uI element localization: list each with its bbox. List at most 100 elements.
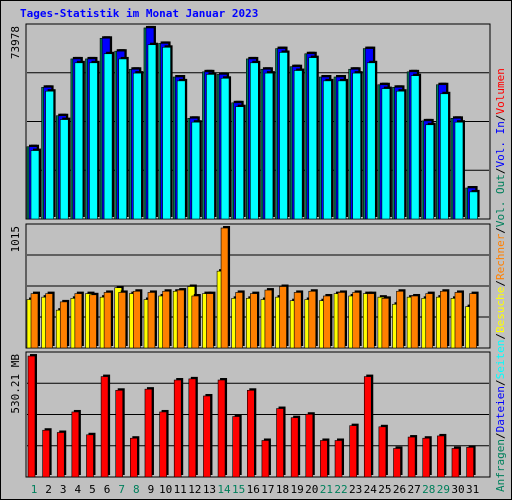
x-tick-label: 29 bbox=[437, 483, 450, 496]
bar-seiten bbox=[191, 121, 201, 220]
bar-rechner bbox=[250, 293, 258, 349]
x-tick-label: 6 bbox=[104, 483, 111, 496]
bar-volumen bbox=[422, 437, 431, 478]
chart-title: Tages-Statistik im Monat Januar 2023 bbox=[20, 7, 259, 20]
legend-item: Vol. Out bbox=[494, 174, 507, 227]
bar-seiten bbox=[279, 52, 288, 220]
legend-item: / bbox=[494, 432, 507, 439]
legend-item: Anfragen bbox=[494, 439, 507, 492]
bar-volumen bbox=[334, 440, 343, 478]
bar-volumen bbox=[378, 426, 387, 478]
bar-seiten bbox=[103, 53, 113, 220]
bar-rechner bbox=[308, 290, 317, 349]
bar-seiten bbox=[133, 72, 142, 220]
bar-volumen bbox=[86, 434, 94, 478]
bar-rechner bbox=[206, 293, 214, 349]
x-tick-label: 31 bbox=[466, 483, 479, 496]
bar-rechner bbox=[469, 293, 477, 349]
x-tick-label: 25 bbox=[378, 483, 391, 496]
x-tick-label: 3 bbox=[60, 483, 67, 496]
bar-volumen bbox=[305, 413, 314, 478]
x-tick-label: 8 bbox=[133, 483, 140, 496]
bar-seiten bbox=[89, 62, 98, 220]
x-tick-label: 14 bbox=[217, 483, 231, 496]
bar-volumen bbox=[188, 378, 197, 478]
legend-item: / bbox=[494, 167, 507, 174]
x-tick-label: 27 bbox=[407, 483, 420, 496]
x-tick-label: 10 bbox=[159, 483, 172, 496]
legend-item: Seiten bbox=[494, 340, 507, 380]
x-tick-label: 15 bbox=[232, 483, 245, 496]
bar-rechner bbox=[133, 290, 141, 349]
bar-seiten bbox=[176, 80, 186, 220]
bar-rechner bbox=[396, 290, 404, 349]
bar-rechner bbox=[425, 293, 434, 349]
bar-volumen bbox=[159, 411, 167, 478]
legend-item: / bbox=[494, 379, 507, 386]
legend-item: Vol. In bbox=[494, 121, 507, 167]
bar-seiten bbox=[410, 75, 420, 220]
bar-rechner bbox=[162, 290, 170, 349]
bar-rechner bbox=[74, 293, 83, 349]
bar-rechner bbox=[191, 295, 200, 349]
bar-volumen bbox=[42, 429, 50, 478]
bar-volumen bbox=[71, 411, 80, 478]
bar-volumen bbox=[363, 376, 372, 478]
legend-item: Volumen bbox=[494, 68, 507, 114]
bar-rechner bbox=[352, 292, 360, 349]
bar-seiten bbox=[118, 58, 128, 220]
bar-volumen bbox=[217, 379, 226, 478]
legend-item: Besuche bbox=[494, 287, 507, 333]
bar-volumen bbox=[56, 432, 65, 478]
bar-rechner bbox=[103, 292, 112, 349]
bar-seiten bbox=[59, 119, 69, 220]
bar-seiten bbox=[206, 74, 215, 220]
bar-volumen bbox=[232, 416, 240, 478]
bar-volumen bbox=[130, 437, 138, 478]
bar-volumen bbox=[407, 436, 416, 478]
bar-rechner bbox=[264, 289, 273, 349]
x-tick-label: 16 bbox=[247, 483, 260, 496]
x-tick-label: 26 bbox=[393, 483, 406, 496]
bar-rechner bbox=[147, 292, 156, 349]
x-tick-label: 18 bbox=[276, 483, 289, 496]
bar-seiten bbox=[469, 191, 478, 220]
bar-seiten bbox=[74, 62, 84, 220]
bar-volumen bbox=[247, 389, 255, 478]
y-max-label: 1015 bbox=[9, 226, 22, 253]
legend-item: Dateien bbox=[494, 386, 507, 432]
bar-volumen bbox=[320, 440, 328, 478]
legend-item: / bbox=[494, 114, 507, 121]
bar-seiten bbox=[440, 93, 449, 220]
bar-rechner bbox=[440, 290, 448, 349]
bar-rechner bbox=[220, 227, 229, 349]
bar-volumen bbox=[437, 435, 445, 478]
bar-volumen bbox=[276, 408, 284, 478]
bar-volumen bbox=[290, 417, 299, 478]
bar-volumen bbox=[349, 425, 357, 478]
x-tick-label: 20 bbox=[305, 483, 318, 496]
legend-item: / bbox=[494, 333, 507, 340]
bar-seiten bbox=[30, 150, 40, 220]
bar-volumen bbox=[144, 388, 153, 478]
x-tick-label: 1 bbox=[31, 483, 38, 496]
x-tick-label: 21 bbox=[320, 483, 333, 496]
x-tick-label: 30 bbox=[451, 483, 464, 496]
bar-volumen bbox=[100, 376, 109, 478]
bar-rechner bbox=[293, 292, 302, 349]
right-legend: Anfragen/Dateien/Seiten/Besuche/Rechner/… bbox=[494, 68, 507, 492]
bar-seiten bbox=[396, 90, 405, 220]
y-max-label: 530.21 MB bbox=[9, 354, 22, 414]
bar-rechner bbox=[323, 295, 331, 349]
x-tick-label: 4 bbox=[75, 483, 82, 496]
bar-seiten bbox=[264, 72, 274, 220]
bar-seiten bbox=[147, 44, 157, 220]
bar-volumen bbox=[203, 395, 211, 478]
bar-seiten bbox=[293, 70, 303, 220]
legend-item: / bbox=[494, 227, 507, 234]
bar-volumen bbox=[393, 448, 401, 478]
bar-volumen bbox=[173, 379, 182, 478]
legend-item: / bbox=[494, 280, 507, 287]
bar-rechner bbox=[45, 293, 53, 349]
bar-seiten bbox=[323, 80, 332, 220]
